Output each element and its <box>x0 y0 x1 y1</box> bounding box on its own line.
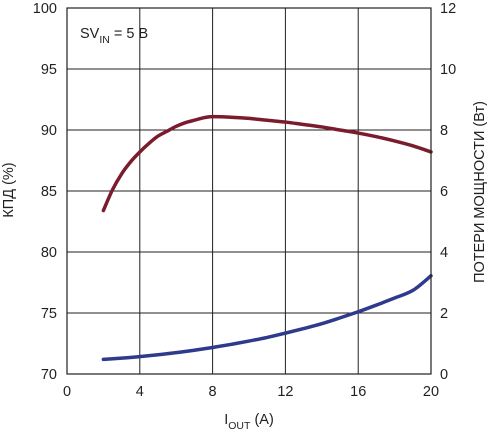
annotation-sub: IN <box>99 34 110 46</box>
x-tick-label: 16 <box>350 384 366 400</box>
grid-layer <box>66 7 432 375</box>
x-tick-label: 4 <box>136 384 144 400</box>
efficiency-curve <box>101 114 433 213</box>
y-right-tick-label: 10 <box>440 62 456 78</box>
plot-frame <box>66 7 432 375</box>
y-right-axis-title: ПОТЕРИ МОЩНОСТИ (Вт) <box>472 101 488 283</box>
y-left-tick-label: 75 <box>41 306 57 322</box>
x-axis-title-sub: OUT <box>228 420 251 431</box>
x-tick-label: 0 <box>63 384 71 400</box>
y-right-tick-label: 0 <box>440 367 448 383</box>
annotation-label: SVIN = 5 В <box>80 26 148 46</box>
y-right-tick-label: 2 <box>440 306 448 322</box>
y-right-tick-label: 4 <box>440 245 448 261</box>
x-axis-title-main: I <box>224 412 228 428</box>
x-axis-title: IOUT (A) <box>224 412 274 431</box>
y-left-tick-label: 80 <box>41 245 57 261</box>
y-left-tick-label: 95 <box>41 62 57 78</box>
annotation-rest: = 5 В <box>110 26 148 42</box>
y-left-tick-label: 90 <box>41 123 57 139</box>
y-left-tick-label: 85 <box>41 184 57 200</box>
y-right-tick-label: 12 <box>440 1 456 17</box>
annotation-main: SV <box>80 26 100 42</box>
series-layer <box>101 114 433 362</box>
y-left-tick-label: 100 <box>33 1 57 17</box>
x-tick-label: 20 <box>423 384 439 400</box>
power-loss-curve <box>101 274 433 362</box>
y-left-tick-label: 70 <box>41 367 57 383</box>
y-right-tick-label: 8 <box>440 123 448 139</box>
x-tick-label: 12 <box>277 384 293 400</box>
plot-border <box>66 7 432 375</box>
label-layer: 0 4 8 12 16 20 70 75 80 85 90 95 100 0 2 4 6 8 10 12 <box>33 1 456 400</box>
x-axis-title-rest: (A) <box>250 412 273 428</box>
x-tick-label: 8 <box>209 384 217 400</box>
y-right-tick-label: 6 <box>440 184 448 200</box>
y-left-axis-title: КПД (%) <box>1 162 17 217</box>
